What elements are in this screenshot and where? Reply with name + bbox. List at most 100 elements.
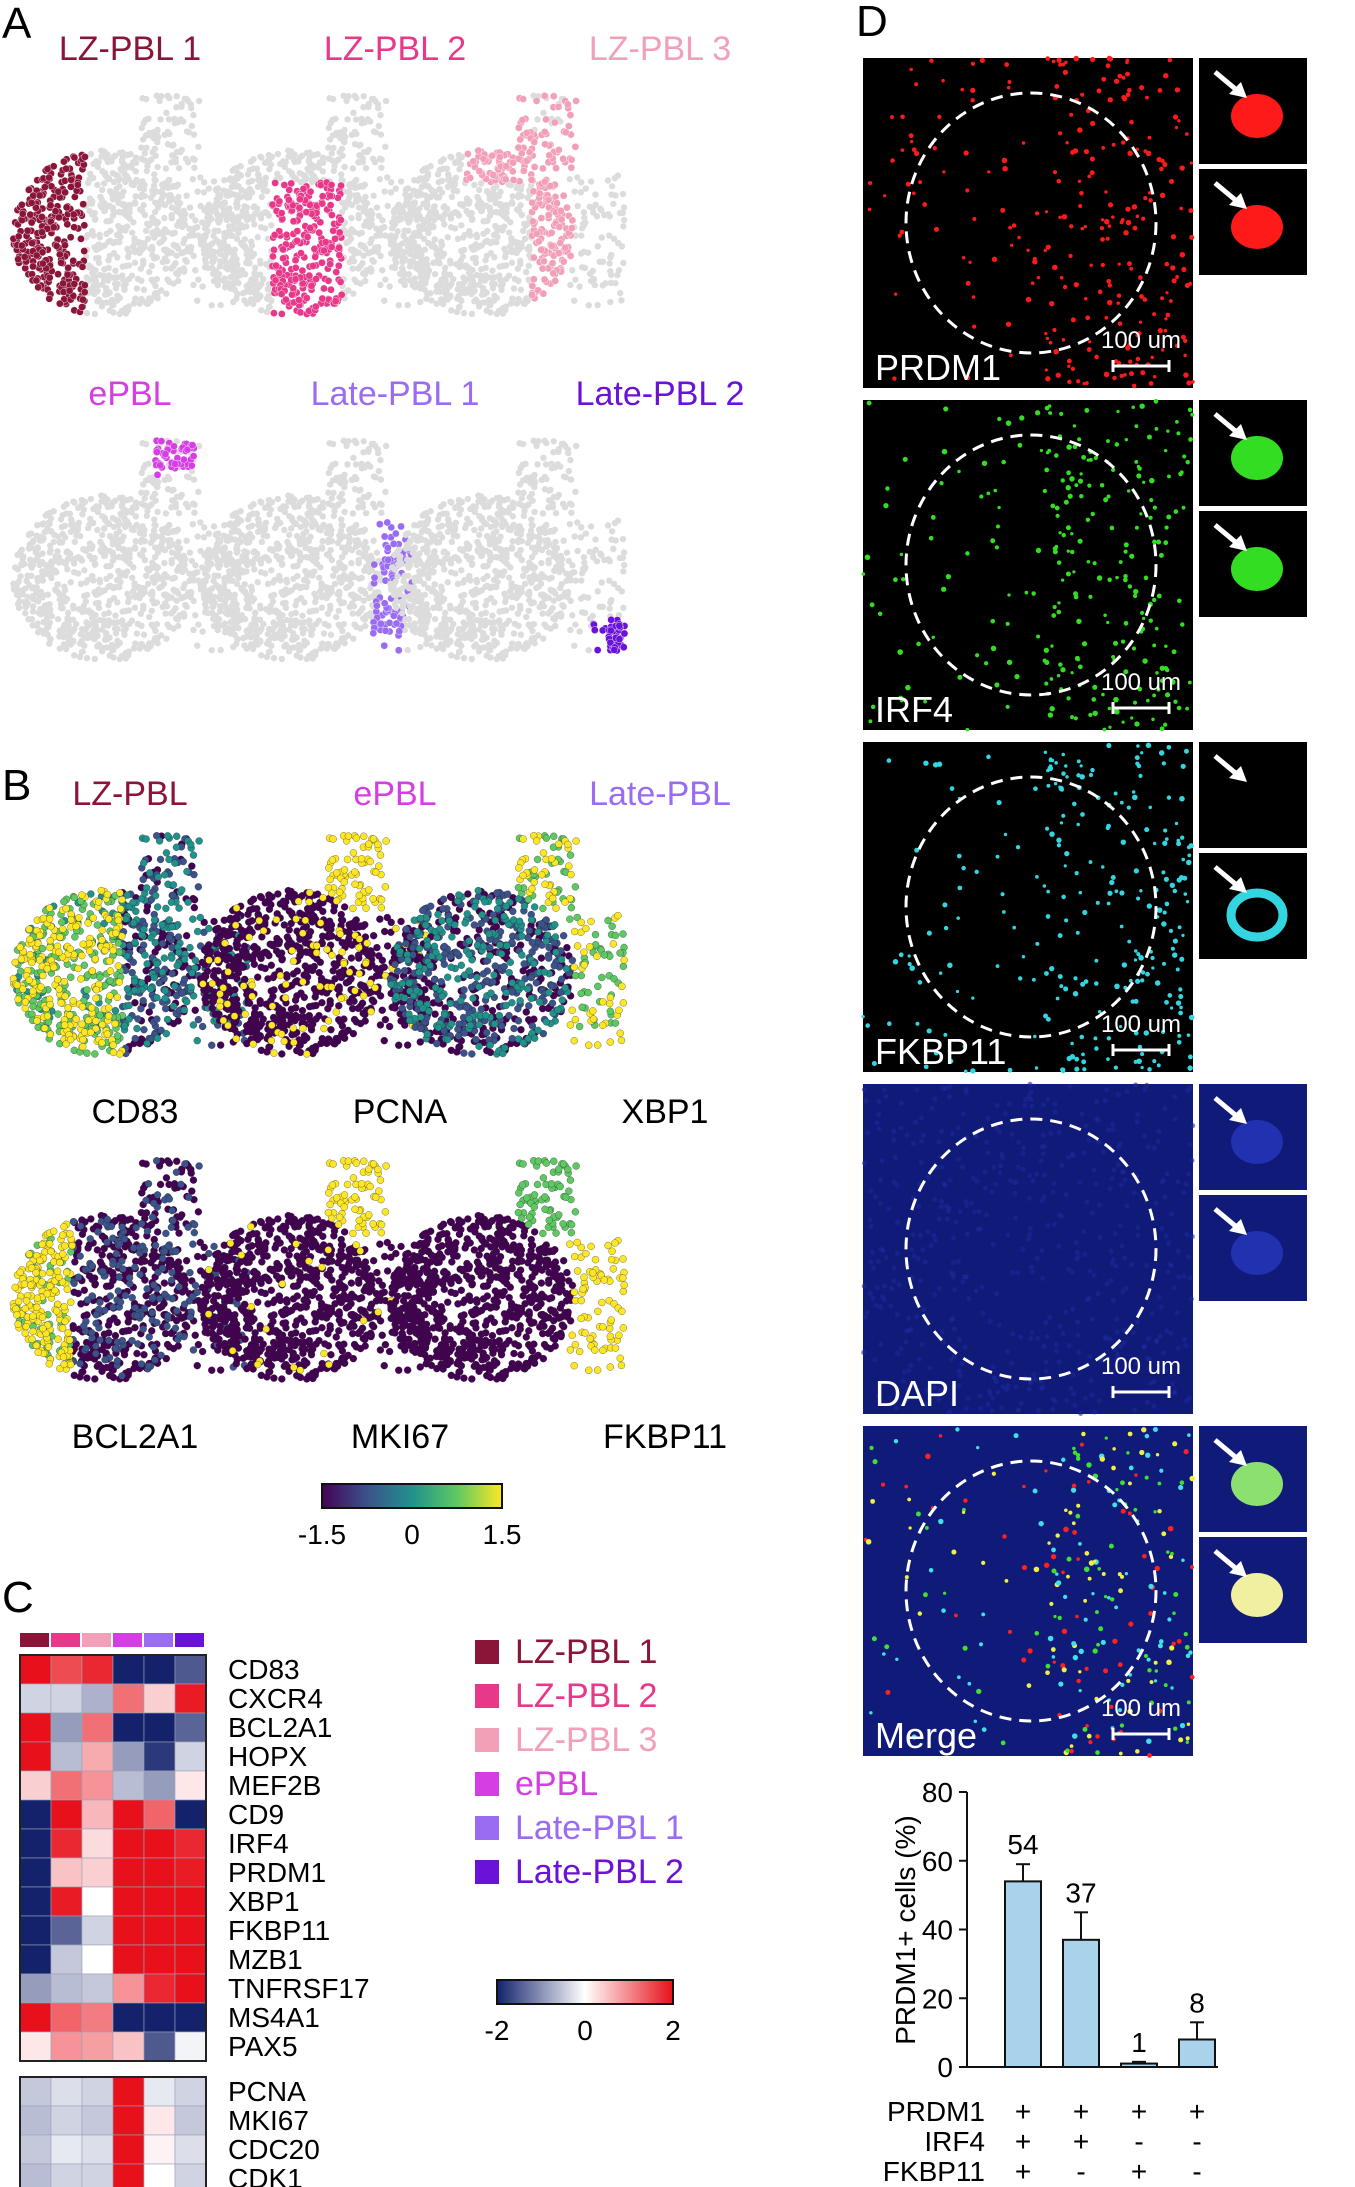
umap-background-point xyxy=(121,627,128,635)
umap-background-point xyxy=(258,280,265,288)
umap-cluster-point xyxy=(14,255,22,264)
umap-background-point xyxy=(164,141,172,148)
umap-cluster-point xyxy=(518,116,527,124)
umap-cluster-point xyxy=(62,164,70,173)
umap-cluster-point xyxy=(328,211,336,219)
umap-background-point xyxy=(146,129,153,137)
umap-background-point xyxy=(119,201,127,209)
umap-background-point xyxy=(183,192,190,199)
umap-cluster-point xyxy=(311,253,320,261)
umap-background-point xyxy=(190,281,197,289)
umap-cluster-point xyxy=(32,276,41,285)
umap-background-point xyxy=(620,216,628,224)
umap-background-point xyxy=(150,216,157,224)
umap-cluster-point xyxy=(316,218,325,227)
umap-background-point xyxy=(345,238,352,245)
umap-background-point xyxy=(28,564,35,571)
umap-background-point xyxy=(22,609,29,617)
umap-background-point xyxy=(149,494,156,501)
umap-background-point xyxy=(83,591,91,599)
umap-background-point xyxy=(436,280,444,287)
umap-cluster-point xyxy=(49,223,58,232)
umap-background-point xyxy=(119,617,126,624)
umap-background-point xyxy=(479,202,486,209)
umap-cluster-point xyxy=(27,199,36,207)
umap-background-point xyxy=(308,627,315,635)
umap-background-point xyxy=(345,92,352,100)
umap-cluster-point xyxy=(561,243,569,252)
umap-background-point xyxy=(377,456,384,464)
umap-cluster-point xyxy=(303,233,312,241)
umap-background-point xyxy=(69,602,77,610)
umap-background-point xyxy=(124,245,131,253)
umap-background-point xyxy=(93,158,100,165)
umap-background-point xyxy=(105,257,112,264)
umap-background-point xyxy=(109,549,116,557)
umap-background-point xyxy=(92,255,100,262)
umap-background-point xyxy=(498,282,505,290)
umap-background-point xyxy=(215,219,222,226)
panel-letter-c: C xyxy=(2,1573,34,1622)
umap-background-point xyxy=(406,263,414,270)
umap-background-point xyxy=(237,224,244,231)
umap-cluster-point xyxy=(502,162,511,171)
umap-cluster-point xyxy=(320,284,328,293)
umap-background-point xyxy=(113,185,120,193)
umap-background-point xyxy=(585,302,592,309)
umap-background-point xyxy=(192,562,199,569)
umap-background-point xyxy=(99,186,106,194)
umap-cluster-point xyxy=(66,233,75,242)
umap-background-point xyxy=(349,265,356,272)
umap-background-point xyxy=(516,260,524,268)
umap-background-point xyxy=(98,541,106,549)
umap-background-point xyxy=(132,513,139,520)
umap-background-point xyxy=(395,242,402,249)
umap-background-point xyxy=(38,558,46,566)
umap-background-point xyxy=(450,187,457,194)
umap-background-point xyxy=(101,207,109,214)
umap-background-point xyxy=(186,204,194,211)
umap-background-point xyxy=(240,242,247,250)
umap-background-point xyxy=(519,227,527,235)
umap-background-point xyxy=(74,526,81,534)
umap-background-point xyxy=(36,537,43,544)
umap-background-point xyxy=(85,277,92,284)
umap-background-point xyxy=(64,566,71,573)
umap-background-point xyxy=(251,221,258,228)
umap-cluster-point xyxy=(564,100,572,109)
umap-background-point xyxy=(286,167,293,175)
umap-cluster-point xyxy=(309,262,317,270)
umap-background-point xyxy=(200,189,208,196)
umap-background-point xyxy=(46,619,53,626)
umap-background-point xyxy=(509,295,516,302)
umap-cluster-point xyxy=(540,257,548,266)
umap-background-point xyxy=(190,252,197,260)
umap-background-point xyxy=(105,621,112,628)
umap-background-point xyxy=(223,192,230,199)
umap-background-point xyxy=(269,546,276,553)
umap-background-point xyxy=(125,176,132,183)
umap-background-point xyxy=(241,270,249,278)
umap-background-point xyxy=(258,193,266,201)
umap-background-point xyxy=(86,207,93,215)
umap-cluster-point xyxy=(496,153,504,161)
umap-cluster-point xyxy=(554,103,563,111)
umap-cluster-point xyxy=(337,181,345,190)
umap-background-point xyxy=(447,211,454,218)
umap-background-point xyxy=(283,576,290,584)
umap-background-point xyxy=(146,157,153,165)
umap-background-point xyxy=(130,300,138,307)
umap-background-point xyxy=(103,629,110,637)
umap-cluster-point xyxy=(548,259,557,268)
umap-cluster-point xyxy=(559,191,568,200)
umap-background-point xyxy=(139,605,147,613)
umap-background-point xyxy=(133,630,141,637)
umap-background-point xyxy=(282,641,290,648)
umap-background-point xyxy=(141,181,148,189)
umap-cluster-point xyxy=(282,231,291,239)
umap-background-point xyxy=(422,174,430,181)
umap-background-point xyxy=(248,242,256,249)
umap-background-point xyxy=(205,185,213,192)
umap-background-point xyxy=(370,95,377,103)
